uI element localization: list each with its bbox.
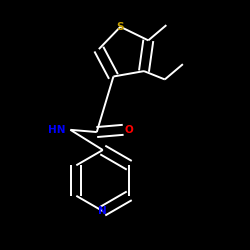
Text: O: O xyxy=(125,125,134,135)
Text: HN: HN xyxy=(48,125,66,135)
Text: N: N xyxy=(98,206,107,216)
Text: S: S xyxy=(117,22,124,32)
